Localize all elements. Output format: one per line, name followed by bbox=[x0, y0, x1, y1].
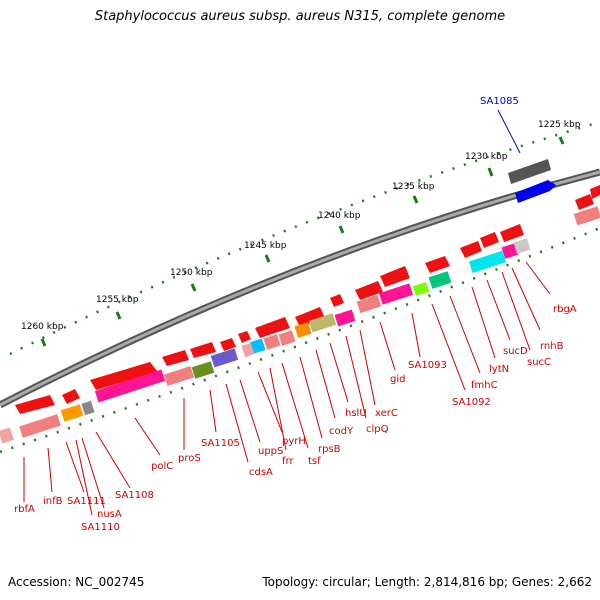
gene-label: sucC bbox=[527, 357, 551, 368]
highlight-gene-label: SA1085 bbox=[480, 96, 519, 107]
major-ticks bbox=[40, 136, 565, 347]
gene-label: rbgA bbox=[553, 304, 577, 315]
gene-label: SA1110 bbox=[81, 522, 120, 533]
gene-label: infB bbox=[43, 496, 63, 507]
gene-label: cdsA bbox=[249, 467, 273, 478]
gene-label: fmhC bbox=[471, 380, 498, 391]
gene-label: codY bbox=[329, 426, 354, 437]
label-leader-lines bbox=[23, 261, 551, 516]
gene-label: proS bbox=[178, 453, 201, 464]
kbp-label: 1225 kbp bbox=[538, 120, 581, 130]
kbp-label: 1250 kbp bbox=[170, 268, 213, 278]
gene-label: uppS bbox=[258, 446, 283, 457]
gene-label: polC bbox=[151, 461, 173, 472]
gene-labels: rbgA rnhB sucC sucD lytN fmhC SA1092 SA1… bbox=[14, 304, 577, 533]
feature-boxes bbox=[0, 206, 600, 444]
kbp-label: 1230 kbp bbox=[465, 152, 508, 162]
gene-label: rnhB bbox=[540, 341, 564, 352]
accession-text: Accession: NC_002745 bbox=[8, 575, 145, 589]
gene-label: sucD bbox=[503, 346, 528, 357]
kbp-label: 1255 kbp bbox=[96, 295, 139, 305]
genome-summary-text: Topology: circular; Length: 2,814,816 bp… bbox=[262, 575, 592, 589]
gene-label: SA1093 bbox=[408, 360, 447, 371]
gene-label: hslU bbox=[345, 408, 367, 419]
genome-title: Staphylococcus aureus subsp. aureus N315… bbox=[94, 9, 506, 24]
kbp-label: 1235 kbp bbox=[392, 182, 435, 192]
gene-label: nusA bbox=[97, 509, 122, 520]
gene-label: SA1105 bbox=[201, 438, 240, 449]
kbp-axis-labels: 1225 kbp 1230 kbp 1235 kbp 1240 kbp 1245… bbox=[21, 120, 581, 332]
gene-label: SA1111 bbox=[67, 496, 106, 507]
gene-label: lytN bbox=[489, 364, 509, 375]
gene-label: rpsB bbox=[318, 444, 341, 455]
gene-label: gid bbox=[390, 374, 405, 385]
gene-label: SA1092 bbox=[452, 397, 491, 408]
kbp-label: 1260 kbp bbox=[21, 322, 64, 332]
gene-label: tsf bbox=[308, 456, 321, 467]
forward-genes bbox=[15, 185, 600, 414]
gene-label: pyrH bbox=[282, 436, 306, 447]
gene-label: clpQ bbox=[366, 424, 389, 435]
gene-label: frr bbox=[282, 456, 294, 467]
gene-label: SA1108 bbox=[115, 490, 154, 501]
gene-label: rbfA bbox=[14, 504, 35, 515]
genome-backbone bbox=[0, 168, 600, 409]
kbp-label: 1240 kbp bbox=[318, 211, 361, 221]
highlighted-gene: SA1085 bbox=[480, 96, 556, 203]
kbp-label: 1245 kbp bbox=[244, 241, 287, 251]
gene-label: xerC bbox=[375, 408, 398, 419]
